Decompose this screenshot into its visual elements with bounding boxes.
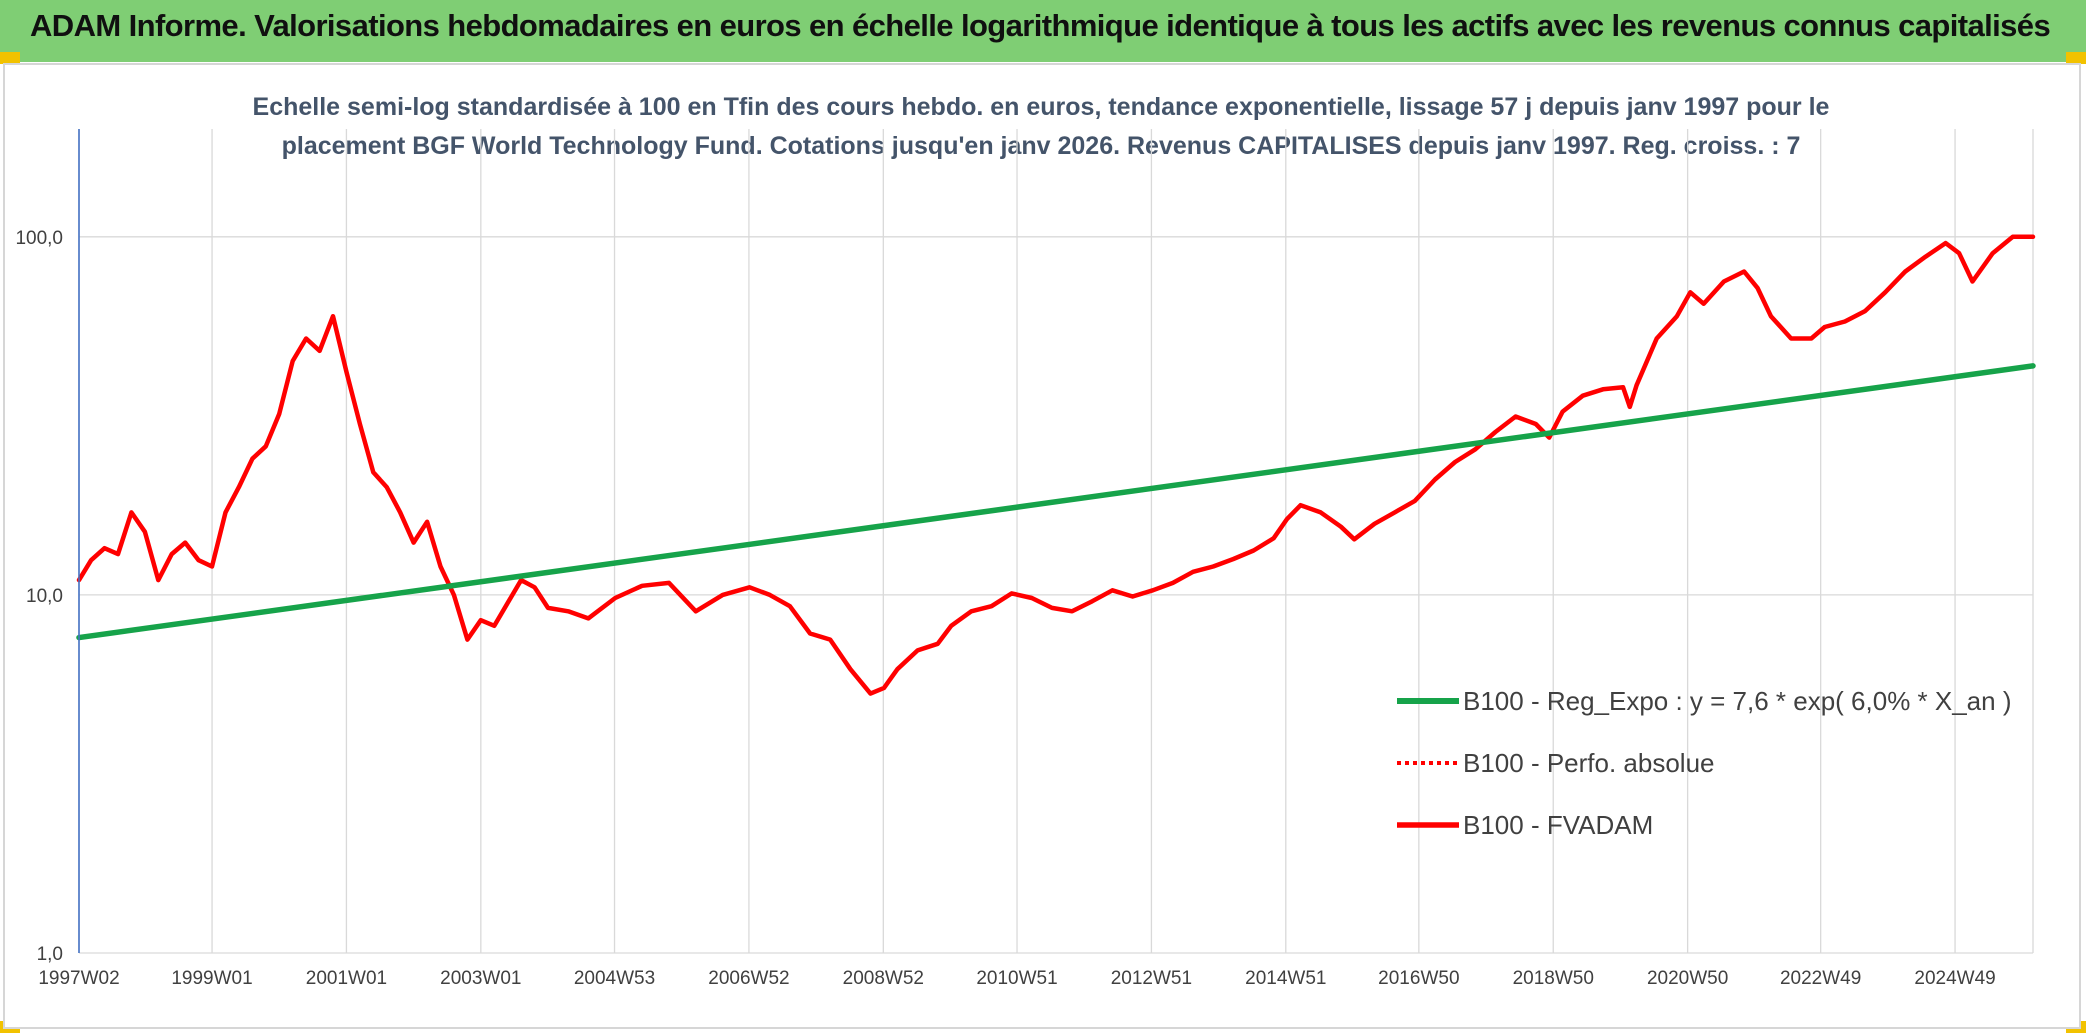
x-tick-label: 2001W01 xyxy=(306,968,387,989)
fvadam-series-line xyxy=(76,234,2036,696)
x-tick-label: 2010W51 xyxy=(976,968,1057,989)
x-tick-label: 2018W50 xyxy=(1513,968,1594,989)
x-tick-label: 1999W01 xyxy=(171,968,252,989)
chart-canvas: Echelle semi-log standardisée à 100 en T… xyxy=(15,93,2036,989)
y-tick-label: 100,0 xyxy=(15,228,63,249)
regression-series-line xyxy=(76,363,2036,641)
y-tick-label: 1,0 xyxy=(37,944,63,965)
legend-label: B100 - FVADAM xyxy=(1463,810,1653,840)
x-tick-label: 2006W52 xyxy=(708,968,789,989)
x-tick-label: 2003W01 xyxy=(440,968,521,989)
legend-label: B100 - Reg_Expo : y = 7,6 * exp( 6,0% * … xyxy=(1463,686,2012,716)
x-tick-label: 2004W53 xyxy=(574,968,655,989)
x-tick-label: 2020W50 xyxy=(1647,968,1728,989)
x-tick-label: 1997W02 xyxy=(38,968,119,989)
chart-subtitle-line-2: placement BGF World Technology Fund. Cot… xyxy=(282,132,1801,160)
chart-subtitle-line-1: Echelle semi-log standardisée à 100 en T… xyxy=(253,93,1830,121)
corner-accent-left xyxy=(0,52,20,64)
x-tick-label: 2022W49 xyxy=(1780,968,1861,989)
series xyxy=(76,234,2036,696)
x-tick-label: 2012W51 xyxy=(1111,968,1192,989)
y-tick-label: 10,0 xyxy=(26,586,63,607)
axis-ticks: 1997W02 1999W01 2001W01 2003W01 2004W53 2006W… xyxy=(15,228,1995,989)
legend-label: B100 - Perfo. absolue xyxy=(1463,748,1715,778)
corner-accent-right xyxy=(2066,52,2086,64)
x-tick-label: 2024W49 xyxy=(1914,968,1995,989)
page-title: ADAM Informe. Valorisations hebdomadaire… xyxy=(30,8,2051,43)
grid xyxy=(78,129,2034,954)
chart-area: Echelle semi-log standardisée à 100 en T… xyxy=(3,63,2081,1029)
legend: B100 - Reg_Expo : y = 7,6 * exp( 6,0% * … xyxy=(1397,686,2012,840)
header-banner: ADAM Informe. Valorisations hebdomadaire… xyxy=(0,0,2086,62)
x-tick-label: 2016W50 xyxy=(1378,968,1459,989)
x-tick-label: 2008W52 xyxy=(843,968,924,989)
x-tick-label: 2014W51 xyxy=(1245,968,1326,989)
